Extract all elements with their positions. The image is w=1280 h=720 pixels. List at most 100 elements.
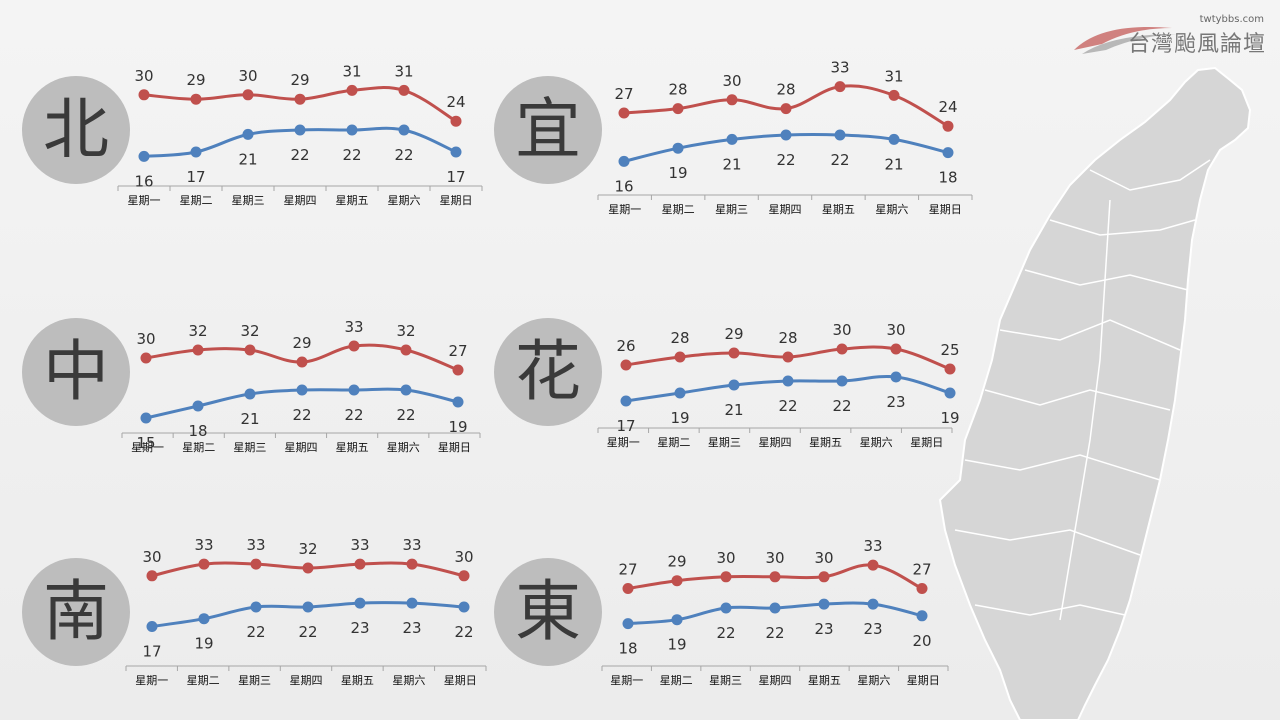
high-temp-value-label: 29 (724, 325, 743, 343)
low-temp-point (671, 614, 683, 626)
low-temp-point (294, 124, 306, 136)
site-logo: twtybbs.com 台灣颱風論壇 (1072, 12, 1272, 58)
high-temp-point (302, 562, 314, 574)
x-tick-label: 星期三 (233, 441, 266, 454)
taiwan-map (938, 66, 1252, 720)
region-badge-east: 東 (494, 558, 602, 666)
high-temp-value-label: 32 (396, 322, 415, 340)
low-temp-point (728, 379, 740, 391)
low-temp-value-label: 19 (670, 409, 689, 427)
low-temp-point (944, 387, 956, 399)
low-temp-value-label: 23 (402, 619, 421, 637)
region-badge-hualien: 花 (494, 318, 602, 426)
forecast-chart-hualien: 星期一 星期二 星期三 星期四 星期五 星期六 星期日 26 28 29 28 30 30 25 17 19 2… (597, 321, 960, 449)
high-temp-point (244, 344, 256, 356)
high-temp-value-label: 33 (863, 537, 882, 555)
low-temp-point (942, 147, 954, 159)
low-temp-point (916, 610, 928, 622)
x-tick-label: 星期二 (180, 194, 213, 207)
low-temp-value-label: 18 (938, 169, 957, 187)
logo-site-name: 台灣颱風論壇 (1127, 32, 1266, 57)
low-temp-point (450, 146, 462, 158)
low-temp-point (398, 124, 410, 136)
low-temp-value-label: 16 (134, 172, 153, 190)
low-temp-value-label: 17 (186, 168, 205, 186)
low-temp-point (818, 598, 830, 610)
high-temp-point (818, 571, 830, 583)
low-temp-point (782, 375, 794, 387)
forecast-chart-central: 星期一 星期二 星期三 星期四 星期五 星期六 星期日 30 32 32 29 33 32 27 15 18 2… (121, 318, 481, 454)
low-temp-point (250, 601, 262, 613)
x-tick-label: 星期四 (759, 436, 792, 449)
x-tick-label: 星期六 (857, 674, 890, 687)
high-temp-point (400, 344, 412, 356)
low-temp-value-label: 20 (912, 632, 931, 650)
high-temp-value-label: 30 (454, 548, 473, 566)
low-temp-value-label: 21 (240, 410, 259, 428)
low-temp-value-label: 19 (667, 636, 686, 654)
x-tick-label: 星期二 (187, 674, 220, 687)
high-temp-point (140, 352, 152, 364)
x-tick-label: 星期六 (860, 436, 893, 449)
low-temp-point (834, 129, 846, 141)
low-temp-value-label: 21 (884, 155, 903, 173)
x-tick-label: 星期日 (444, 674, 477, 687)
high-temp-point (782, 351, 794, 363)
x-tick-label: 星期三 (715, 203, 748, 216)
x-tick-label: 星期五 (809, 436, 842, 449)
forecast-chart-north: 星期一 星期二 星期三 星期四 星期五 星期六 星期日 30 29 30 29 31 31 24 16 17 2… (117, 62, 483, 207)
low-temp-value-label: 22 (292, 406, 311, 424)
low-temp-point (190, 146, 202, 158)
low-temp-value-label: 21 (722, 155, 741, 173)
low-temp-value-label: 22 (778, 397, 797, 415)
high-temp-value-label: 30 (142, 548, 161, 566)
low-temp-value-label: 15 (136, 434, 155, 452)
low-temp-point (354, 597, 366, 609)
high-temp-value-label: 27 (618, 561, 637, 579)
high-temp-value-label: 30 (765, 549, 784, 567)
high-temp-point (296, 356, 308, 368)
x-tick-label: 星期一 (131, 441, 164, 454)
high-temp-point (916, 583, 928, 594)
high-temp-value-label: 29 (667, 553, 686, 571)
low-temp-point (769, 602, 781, 614)
low-temp-point (780, 129, 792, 141)
x-tick-label: 星期二 (660, 674, 693, 687)
forecast-chart-south: 星期一 星期二 星期三 星期四 星期五 星期六 星期日 30 33 33 32 33 33 30 17 19 2… (125, 536, 487, 687)
low-temp-value-label: 22 (344, 406, 363, 424)
high-temp-point (348, 340, 360, 352)
region-badge-south: 南 (22, 558, 130, 666)
low-temp-point (836, 375, 848, 387)
low-temp-value-label: 22 (290, 146, 309, 164)
high-temp-point (888, 89, 900, 101)
high-temp-value-label: 29 (292, 334, 311, 352)
high-temp-point (780, 103, 792, 115)
high-temp-point (294, 93, 306, 105)
high-temp-point (452, 364, 464, 376)
x-tick-label: 星期三 (238, 674, 271, 687)
x-tick-label: 星期日 (910, 436, 943, 449)
high-temp-point (834, 81, 846, 93)
low-temp-point (348, 384, 360, 396)
x-tick-label: 星期日 (929, 203, 962, 216)
low-temp-value-label: 18 (188, 422, 207, 440)
high-temp-value-label: 30 (134, 67, 153, 85)
x-tick-label: 星期六 (875, 203, 908, 216)
low-temp-value-label: 22 (394, 146, 413, 164)
high-temp-point (620, 359, 632, 371)
high-temp-value-label: 30 (722, 72, 741, 90)
region-badge-north: 北 (22, 76, 130, 184)
forecast-chart-yilan: 星期一 星期二 星期三 星期四 星期五 星期六 星期日 27 28 30 28 33 31 24 16 19 2… (597, 59, 973, 216)
x-tick-label: 星期五 (341, 674, 374, 687)
low-temp-point (244, 388, 256, 400)
high-temp-point (346, 84, 358, 96)
low-temp-point (674, 387, 686, 399)
high-temp-point (867, 559, 879, 571)
high-temp-value-label: 30 (832, 321, 851, 339)
low-temp-value-label: 21 (724, 401, 743, 419)
low-temp-point (302, 601, 314, 613)
low-temp-value-label: 22 (830, 151, 849, 169)
low-temp-point (867, 598, 879, 610)
high-temp-value-label: 29 (186, 71, 205, 89)
low-temp-value-label: 17 (446, 168, 465, 186)
